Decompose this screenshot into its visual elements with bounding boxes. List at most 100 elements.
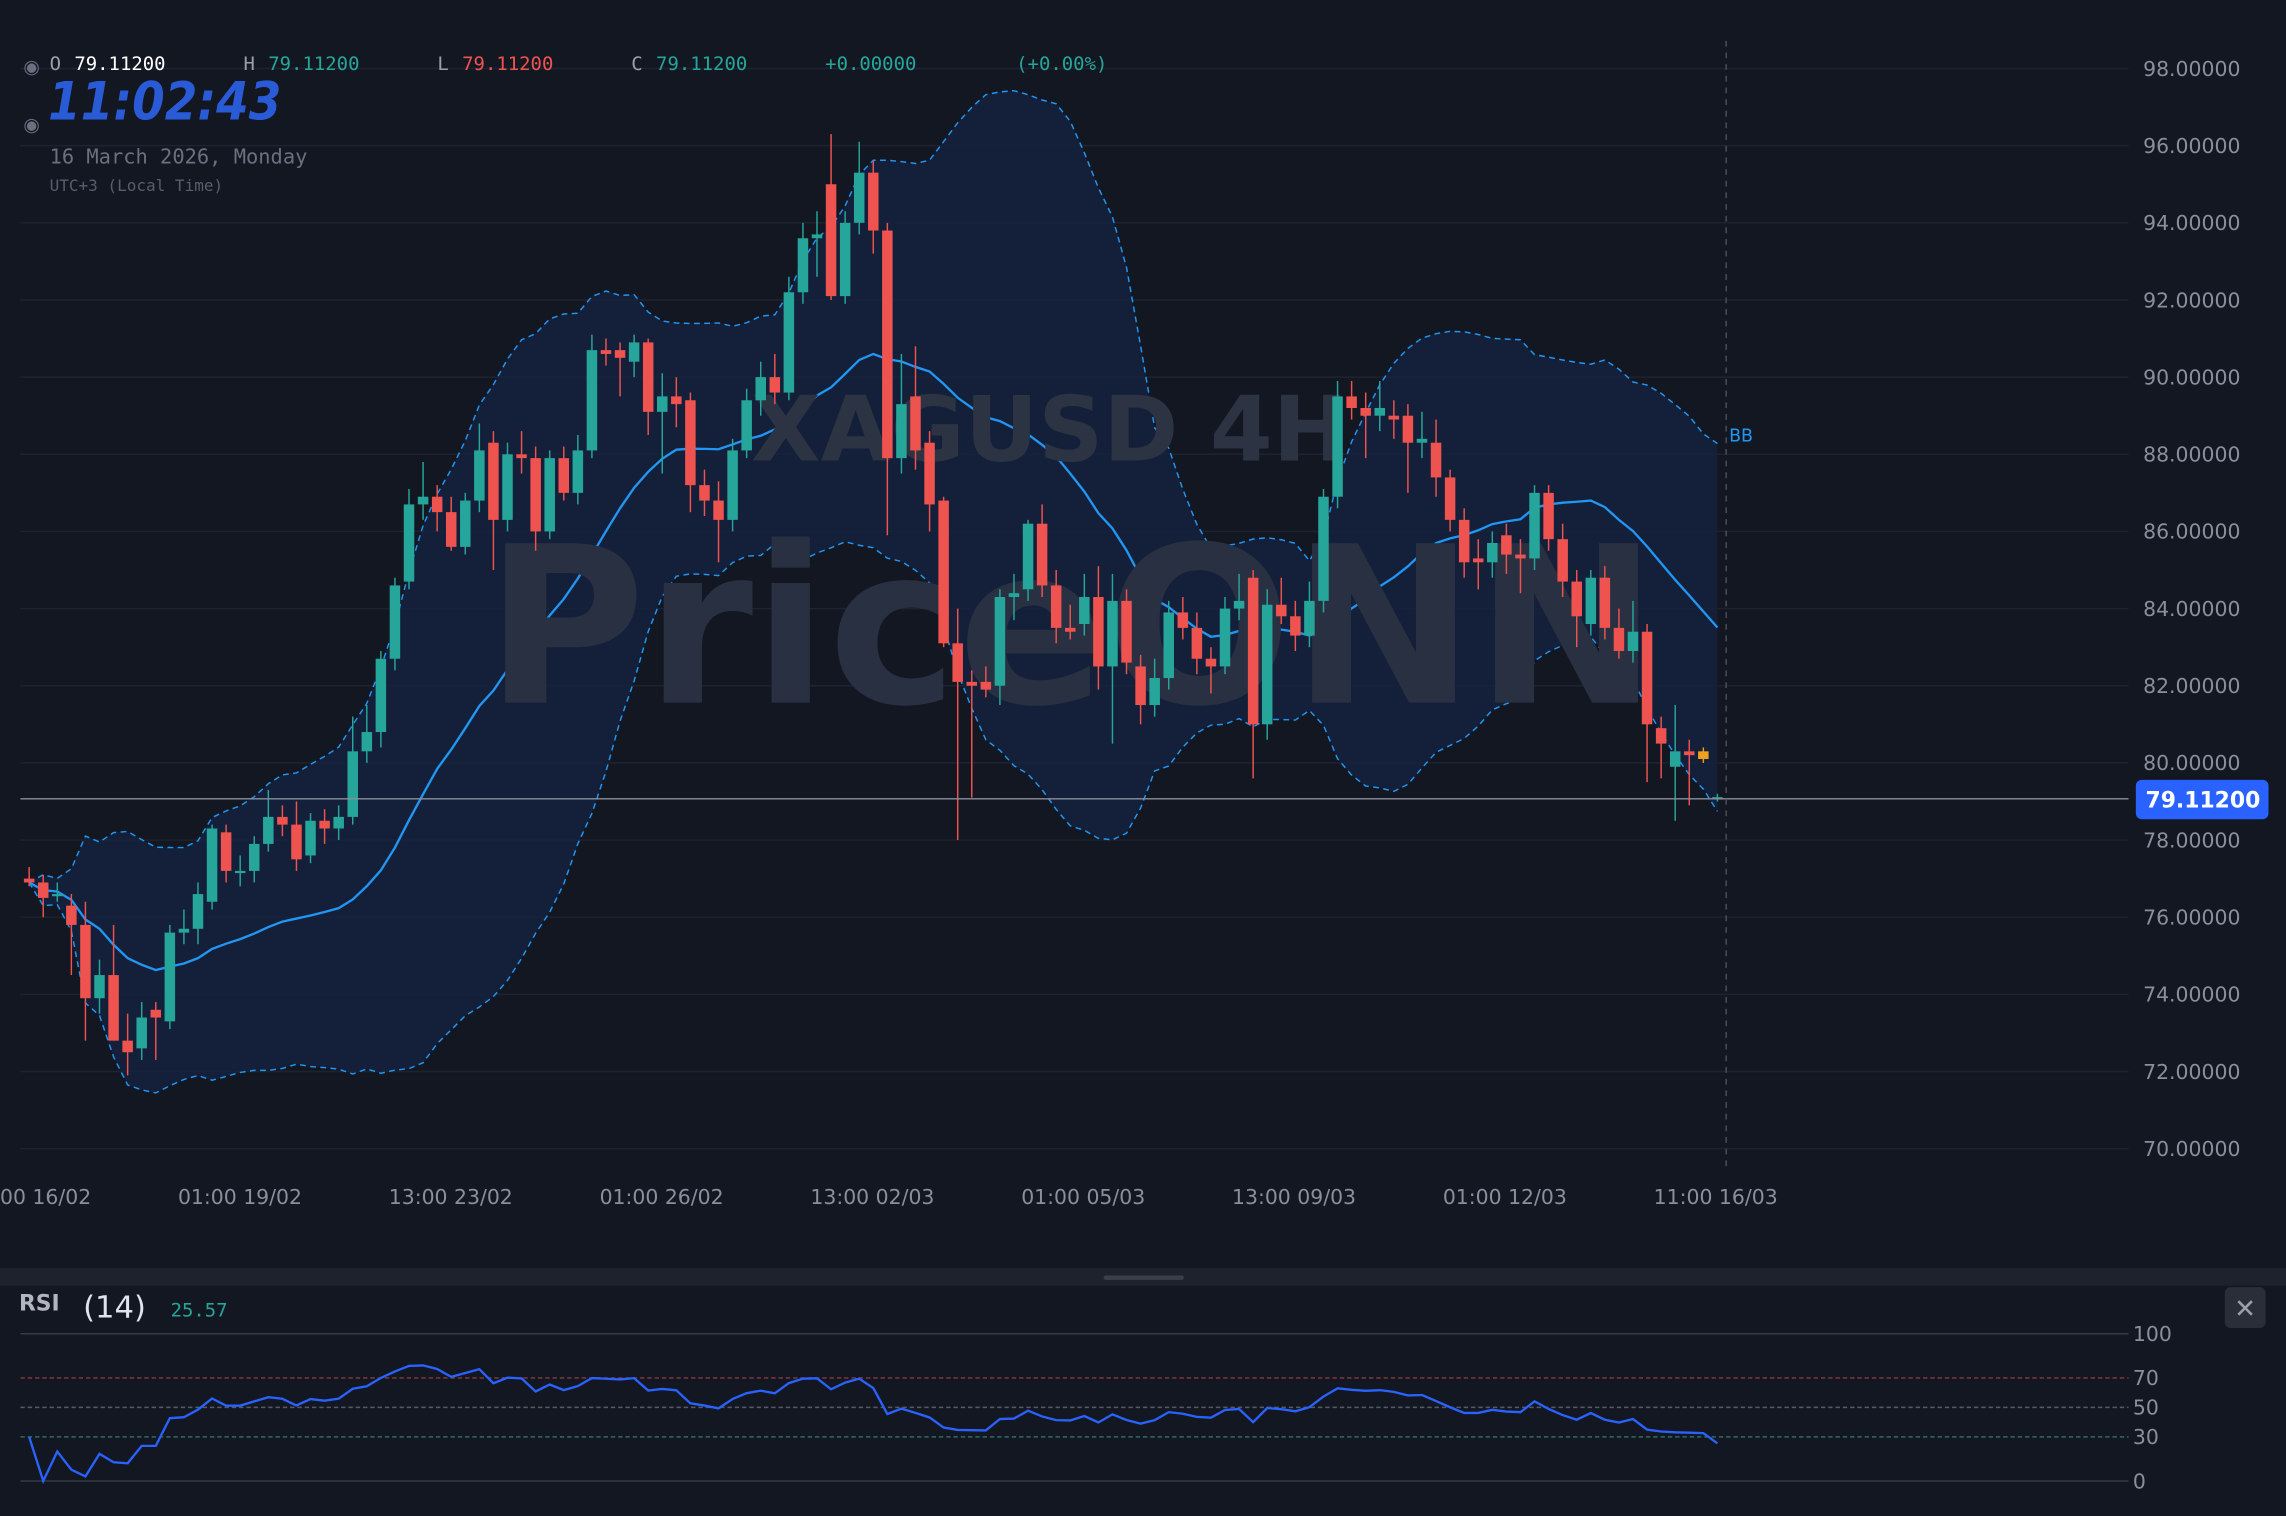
candle-body [1163,612,1174,679]
candle [1501,523,1512,574]
candle [924,431,935,532]
candle [108,924,119,1041]
candle [319,809,330,844]
candle [403,488,415,590]
candle [1332,380,1343,509]
candle-body [361,732,373,752]
candle [1065,604,1076,640]
candle [206,824,218,910]
last-price-tag: 79.11200 [2135,779,2269,820]
candle-body [741,400,752,451]
candle-body [37,882,49,898]
clock: 11:02:43 [48,72,281,133]
eye-icon[interactable]: ◉ [23,114,40,136]
open-value: 79.11200 [74,53,165,75]
candle-body [417,496,429,505]
close-icon[interactable]: ✕ [2234,1295,2256,1325]
candle [868,161,879,254]
candle [1050,570,1062,644]
candle [713,481,724,563]
candle [1318,488,1329,613]
candle-body [1571,581,1582,617]
candle [431,485,443,532]
candle [544,450,555,540]
bb-label: BB [1729,427,1753,447]
candle [1261,589,1273,740]
candle-body [994,597,1006,686]
candle-body [1332,396,1343,497]
candle-body [1135,666,1146,706]
candle [1219,597,1231,675]
candle [657,373,668,474]
price-tick-label: 94.00000 [2143,211,2240,235]
candle [685,392,696,513]
candle-body [938,500,949,644]
candle [291,801,302,871]
band-fill [29,90,1718,1093]
time-tick-label: 11:00 16/03 [1654,1185,1778,1209]
time-axis[interactable]: 13:00 16/02 01:00 19/02 13:00 23/02 01:00 2… [0,1185,1778,1209]
candle-body [178,928,190,933]
close-button-bg[interactable] [2224,1287,2266,1328]
resize-handle[interactable] [1103,1275,1184,1280]
candle-body [1472,558,1484,563]
candle [1472,539,1484,590]
candle [811,211,823,277]
candle [1276,577,1287,625]
watermark: XAGUSD 4H PriceONN [485,378,1658,755]
change-percent: (+0.00%) [1016,53,1107,75]
candle-body [150,1009,162,1018]
candle-body [403,504,415,582]
close-value: 79.11200 [656,53,747,75]
price-axis[interactable]: 98.00000 96.00000 94.00000 92.00000 90.00000… [2143,57,2240,1161]
candle [1346,380,1357,420]
lower-band [28,540,1719,1094]
candle [23,867,35,887]
candle-body [1613,627,1625,652]
candle [1388,400,1400,439]
price-tick-label: 74.00000 [2143,983,2240,1007]
candle [1599,566,1611,640]
candle [333,805,344,841]
candle-body [192,894,204,929]
candle-body [431,496,443,513]
candle [389,577,401,671]
candle-body [1093,597,1104,667]
candle [122,1013,133,1076]
candle-body [896,404,907,459]
candle-body [544,458,555,532]
candle [1698,747,1709,763]
candle [1121,589,1132,675]
candle-body [1557,539,1568,582]
rsi-plot: 100 70 50 30 0 [20,1322,2172,1493]
rsi-close-button[interactable]: ✕ [2224,1287,2266,1328]
candle-body [122,1040,133,1053]
candle [136,1002,147,1060]
eye-icon[interactable]: ◉ [23,56,40,78]
candle [1669,705,1681,821]
candle [234,855,246,887]
candle-body [1261,604,1273,725]
candle-body [1444,477,1456,520]
open-label: O [50,53,61,75]
candle [1444,469,1456,532]
candle [797,222,809,304]
candle [853,141,865,235]
candle [966,670,978,798]
candle-body [839,222,851,297]
rsi-tick-label: 0 [2133,1469,2146,1493]
candle [980,666,992,698]
candle [1247,570,1259,779]
candle-body [671,396,682,405]
candle-body [1191,627,1203,659]
candle [150,1002,162,1060]
candle [628,334,640,378]
candle [1135,654,1146,725]
candle [249,836,260,883]
candle-body [1669,751,1681,767]
candle [417,461,429,520]
candle [586,334,598,459]
candle-body [474,450,485,501]
price-tick-label: 90.00000 [2143,365,2240,389]
